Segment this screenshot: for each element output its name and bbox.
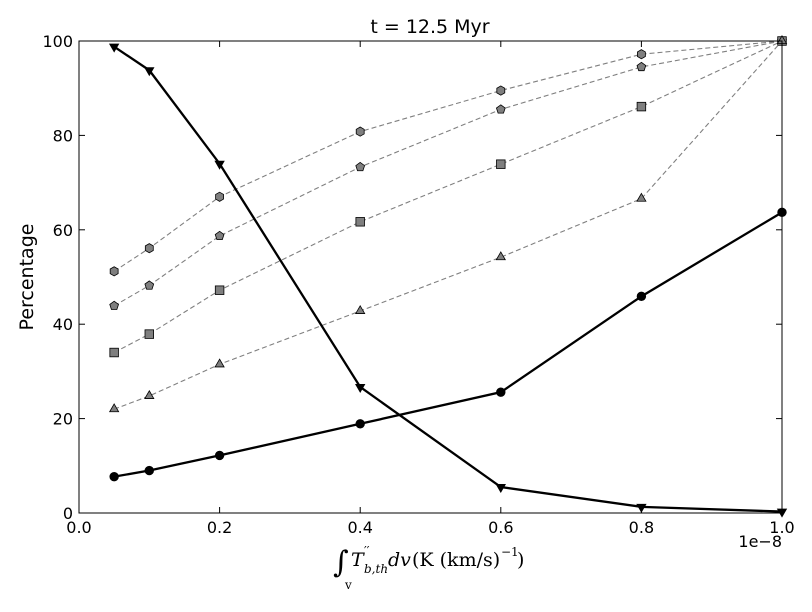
series-line-square	[113, 40, 783, 354]
x-axis: 0.0 0.2 0.4 0.6 0.8 1.0	[66, 41, 795, 537]
data-point-pentagon	[636, 61, 647, 72]
data-point-pentagon	[495, 104, 506, 114]
x-tick-label: 0.8	[629, 518, 654, 537]
data-point-triangle-down	[214, 160, 225, 170]
chart-title: t = 12.5 Myr	[370, 16, 489, 38]
series-circle	[109, 207, 787, 482]
x-label-integral-subscript: v	[344, 578, 352, 592]
x-label-units: (K (km/s)	[412, 549, 500, 571]
x-label-differential: dv	[388, 549, 411, 571]
x-label-base: T	[351, 549, 365, 571]
y-axis: 0 20 40 60 80 100	[42, 32, 782, 523]
series-triangle-down	[108, 43, 788, 518]
x-label-superscript: ′′	[364, 544, 370, 558]
x-tick-label: 0.6	[488, 518, 513, 537]
x-tick-label: 0.4	[347, 518, 372, 537]
data-point-hexagon	[215, 191, 224, 202]
data-point-triangle-down	[495, 484, 506, 494]
axes-frame	[78, 40, 783, 514]
series-line-pentagon	[113, 40, 783, 307]
data-point-square	[355, 217, 365, 227]
series-triangle-up	[108, 34, 788, 413]
data-point-circle	[636, 291, 647, 302]
data-point-triangle-up	[355, 304, 366, 314]
data-point-pentagon	[214, 230, 225, 241]
data-point-pentagon	[144, 280, 155, 290]
y-tick-label: 80	[53, 126, 73, 145]
data-point-circle	[214, 450, 225, 461]
data-point-triangle-down	[144, 67, 155, 77]
data-point-circle	[496, 387, 506, 397]
x-label-subscript: b,th	[364, 562, 388, 576]
data-point-pentagon	[109, 300, 119, 310]
data-point-circle	[109, 471, 119, 482]
y-tick-label: 60	[53, 221, 73, 240]
series-line-circle	[113, 211, 783, 478]
x-label-units-close: )	[517, 549, 524, 571]
series-pentagon	[109, 35, 787, 310]
data-point-triangle-up	[214, 358, 225, 368]
y-tick-label: 0	[63, 504, 73, 523]
data-point-square	[144, 329, 155, 339]
series-line-triangle-up	[113, 40, 783, 410]
data-point-square	[636, 101, 647, 112]
y-axis-label: Percentage	[16, 224, 38, 331]
x-tick-label: 1.0	[769, 518, 794, 537]
y-tick-label: 100	[42, 32, 73, 51]
data-point-hexagon	[109, 266, 119, 277]
data-point-square	[109, 347, 119, 358]
y-tick-label: 20	[53, 410, 73, 429]
data-point-triangle-up	[108, 403, 120, 413]
series-square	[109, 36, 787, 358]
x-label-integral: ∫	[333, 545, 349, 580]
data-point-pentagon	[355, 161, 366, 172]
data-point-triangle-down	[355, 383, 366, 393]
x-offset-label: 1e−8	[738, 532, 782, 551]
y-tick-label: 40	[53, 315, 73, 334]
data-point-hexagon	[496, 85, 506, 96]
data-point-hexagon	[355, 126, 365, 137]
data-point-hexagon	[637, 49, 646, 60]
data-point-square	[214, 285, 225, 295]
data-point-triangle-up	[636, 192, 647, 202]
x-axis-label: ∫ v T ′′ b,th dv (K (km/s) −1 )	[333, 544, 524, 592]
x-label-units-exponent: −1	[501, 545, 519, 559]
data-point-triangle-down	[108, 43, 120, 53]
data-point-triangle-up	[144, 389, 155, 399]
data-point-circle	[144, 465, 155, 476]
data-point-triangle-up	[495, 251, 506, 261]
series-hexagon	[109, 35, 787, 277]
x-tick-label: 0.0	[66, 518, 91, 537]
data-point-square	[496, 159, 506, 169]
data-point-circle	[355, 419, 365, 429]
data-point-hexagon	[144, 243, 154, 254]
plot-area	[108, 34, 788, 518]
series-line-triangle-down	[113, 45, 783, 513]
x-tick-label: 0.2	[207, 518, 232, 537]
